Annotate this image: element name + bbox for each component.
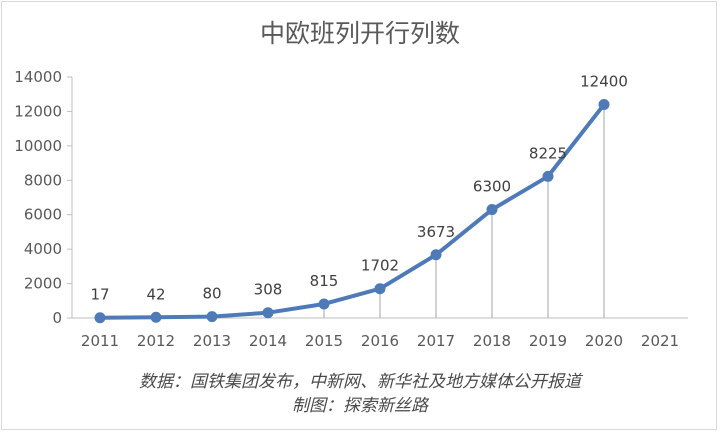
- y-tick-label: 12000: [14, 102, 62, 120]
- data-label: 1702: [361, 257, 399, 275]
- y-tick-label: 6000: [24, 206, 62, 224]
- data-label: 12400: [580, 73, 628, 91]
- data-label: 308: [254, 281, 283, 299]
- data-label: 8225: [529, 144, 567, 162]
- source-note: 数据：国铁集团发布，中新网、新华社及地方媒体公开报道: [139, 372, 581, 392]
- data-point: [150, 311, 162, 323]
- y-tick-label: 14000: [14, 68, 62, 86]
- data-label: 17: [90, 286, 109, 304]
- x-tick-label: 2013: [193, 332, 231, 350]
- x-tick-label: 2017: [417, 332, 455, 350]
- x-tick-label: 2014: [249, 332, 287, 350]
- data-point: [374, 283, 386, 295]
- data-label: 815: [310, 272, 339, 290]
- x-tick-label: 2021: [641, 332, 679, 350]
- data-point: [430, 249, 442, 261]
- series-line: [98, 102, 606, 320]
- x-tick-label: 2018: [473, 332, 511, 350]
- chart-title: 中欧班列开行列数: [259, 19, 460, 48]
- data-point: [486, 204, 498, 216]
- y-tick-label: 0: [52, 309, 62, 327]
- x-tick-label: 2015: [305, 332, 343, 350]
- x-tick-label: 2011: [81, 332, 119, 350]
- y-tick-label: 8000: [24, 171, 62, 189]
- data-label: 6300: [473, 178, 511, 196]
- x-tick-label: 2012: [137, 332, 175, 350]
- y-tick-label: 2000: [24, 275, 62, 293]
- data-label: 42: [146, 285, 165, 303]
- data-point: [94, 312, 106, 324]
- data-label: 3673: [417, 223, 455, 241]
- y-tick-label: 10000: [14, 137, 62, 155]
- data-point: [598, 99, 610, 111]
- data-point: [542, 170, 554, 182]
- x-tick-label: 2020: [585, 332, 623, 350]
- x-tick-label: 2019: [529, 332, 567, 350]
- y-tick-label: 4000: [24, 240, 62, 258]
- data-point: [206, 311, 218, 323]
- data-point: [262, 307, 274, 319]
- data-point: [318, 298, 330, 310]
- x-tick-label: 2016: [361, 332, 399, 350]
- data-label: 80: [202, 285, 221, 303]
- credit-note: 制图：探索新丝路: [292, 396, 428, 416]
